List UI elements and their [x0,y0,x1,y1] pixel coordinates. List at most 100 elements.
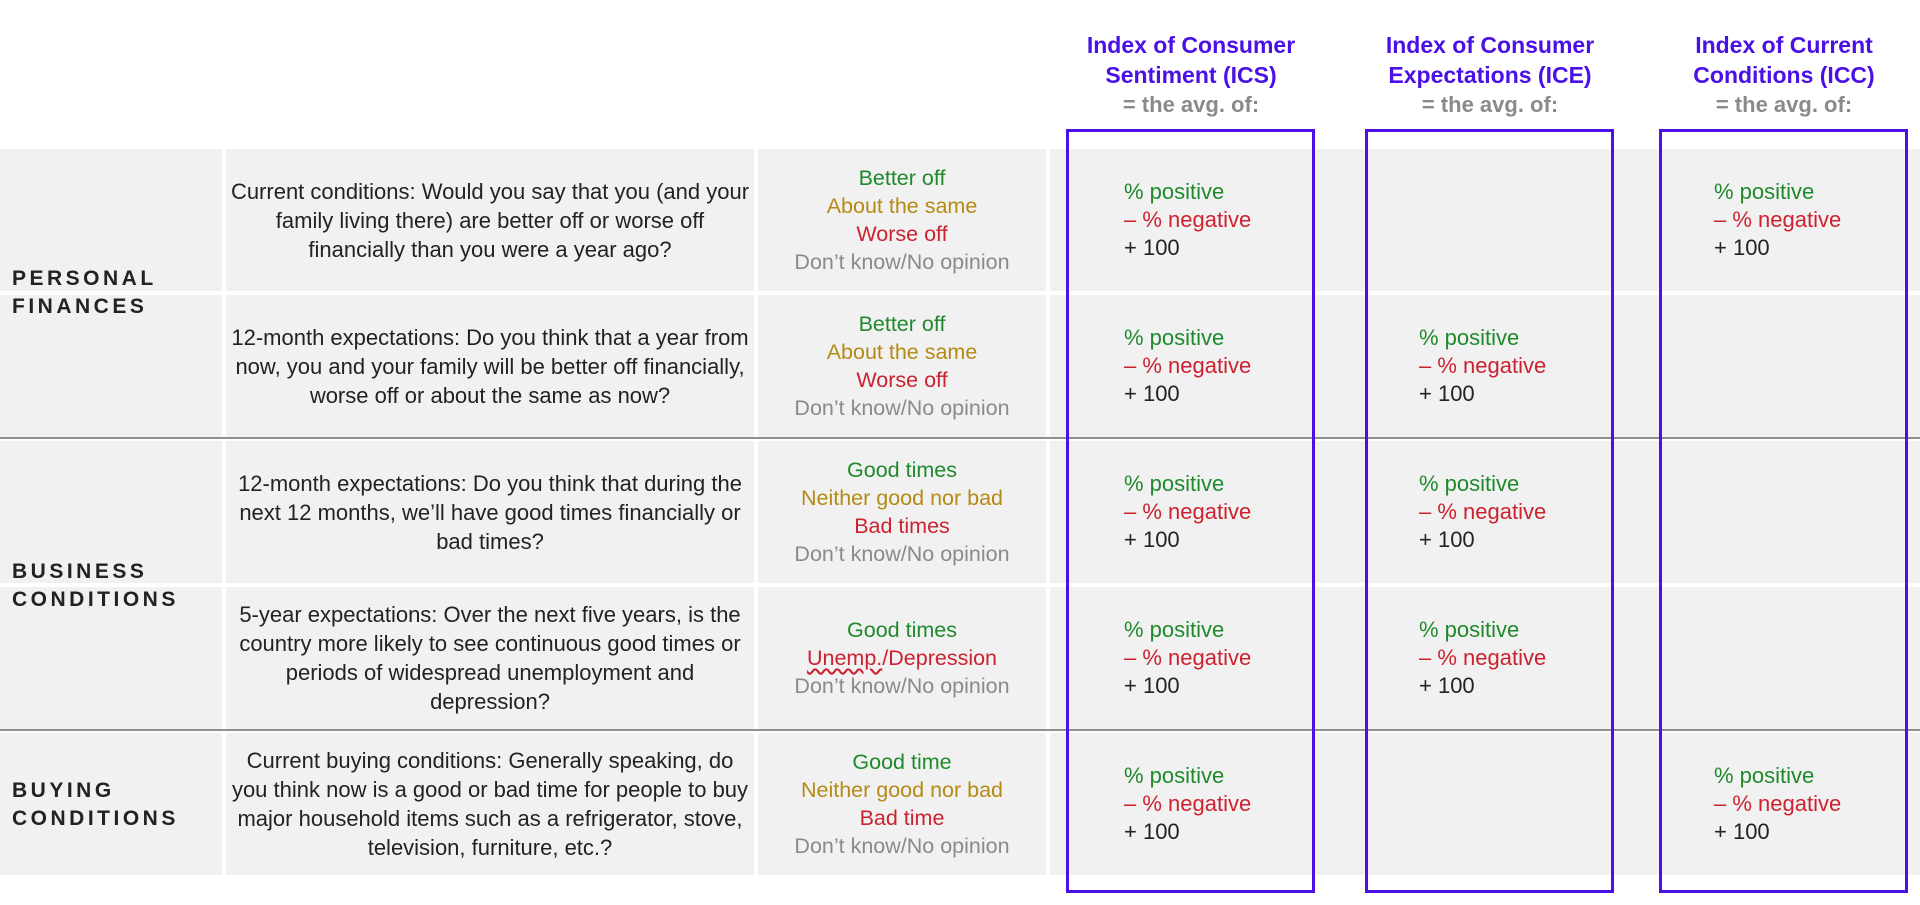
answer-negative: Bad times [854,514,950,538]
formula-negative: – % negative [1124,353,1252,378]
question-text: 5-year expectations: Over the next five … [239,602,741,714]
icc-formula: % positive – % negative + 100 [1714,733,1914,875]
answer-options: Good times Neither good nor bad Bad time… [762,441,1042,583]
answer-negative: Worse off [856,368,948,392]
formula-positive: % positive [1124,471,1225,496]
icc-outline-box [1659,129,1908,893]
formula-negative: – % negative [1714,791,1842,816]
formula-negative: – % negative [1419,645,1547,670]
ics-formula: % positive – % negative + 100 [1124,149,1324,291]
formula-plus: + 100 [1419,381,1475,406]
answer-options: Better off About the same Worse off Don’… [762,149,1042,291]
answer-dont-know: Don’t know/No opinion [794,250,1010,274]
header-ics-title-2: Sentiment (ICS) [1105,62,1277,88]
formula-positive: % positive [1419,325,1520,350]
section-divider [0,437,1920,439]
formula-negative: – % negative [1124,645,1252,670]
header-icc-title-2: Conditions (ICC) [1693,62,1875,88]
ice-formula: % positive – % negative + 100 [1419,441,1619,583]
ice-formula: % positive – % negative + 100 [1419,587,1619,729]
row-bg-1 [0,149,1920,291]
ice-outline-box [1365,129,1614,893]
formula-plus: + 100 [1714,819,1770,844]
header-ice-sub: = the avg. of: [1421,92,1559,117]
formula-negative: – % negative [1714,207,1842,232]
formula-plus: + 100 [1124,819,1180,844]
formula-plus: + 100 [1419,527,1475,552]
ice-formula: % positive – % negative + 100 [1419,295,1619,437]
row-bg-4 [0,587,1920,729]
formula-plus: + 100 [1124,381,1180,406]
row-bg-3 [0,441,1920,583]
section-divider [0,729,1920,731]
answer-positive: Better off [858,312,946,336]
answer-neutral: Neither good nor bad [800,778,1003,802]
answer-neutral: About the same [826,340,978,364]
column-separator [1046,149,1050,875]
header-ice: Index of Consumer Expectations (ICE) = t… [1360,30,1620,120]
question-text: 12-month expectations: Do you think that… [231,324,749,408]
answer-neutral: About the same [826,194,978,218]
header-ics-sub: = the avg. of: [1122,92,1260,117]
header-icc: Index of Current Conditions (ICC) = the … [1654,30,1914,120]
answer-positive: Good times [847,458,957,482]
ics-formula: % positive – % negative + 100 [1124,587,1324,729]
answer-neutral: Neither good nor bad [800,486,1003,510]
section-label: BUSINESS [12,560,148,583]
formula-plus: + 100 [1124,235,1180,260]
ics-formula: % positive – % negative + 100 [1124,733,1324,875]
section-personal-finances: PERSONAL FINANCES [12,265,157,321]
answer-dont-know: Don’t know/No opinion [794,834,1010,858]
header-ice-title-1: Index of Consumer [1385,32,1595,58]
answer-dont-know: Don’t know/No opinion [794,674,1010,698]
formula-plus: + 100 [1124,673,1180,698]
formula-positive: % positive [1124,179,1225,204]
answer-negative-part: /Depression [882,646,998,670]
answer-negative: Worse off [856,222,948,246]
header-icc-sub: = the avg. of: [1715,92,1853,117]
formula-positive: % positive [1124,325,1225,350]
ics-formula: % positive – % negative + 100 [1124,295,1324,437]
section-label: PERSONAL [12,267,157,290]
formula-positive: % positive [1124,617,1225,642]
answer-options: Better off About the same Worse off Don’… [762,295,1042,437]
answer-positive: Good times [847,618,957,642]
answer-dont-know: Don’t know/No opinion [794,396,1010,420]
answer-dont-know: Don’t know/No opinion [794,542,1010,566]
column-separator [222,149,226,875]
formula-negative: – % negative [1124,499,1252,524]
answer-negative-part: Unemp. [806,646,883,670]
formula-negative: – % negative [1419,499,1547,524]
section-label: CONDITIONS [12,588,179,611]
header-ics-title-1: Index of Consumer [1086,32,1296,58]
formula-negative: – % negative [1124,791,1252,816]
section-buying-conditions: BUYING CONDITIONS [12,777,179,833]
formula-negative: – % negative [1419,353,1547,378]
column-separator [754,149,758,875]
formula-positive: % positive [1714,179,1815,204]
answer-negative: Bad time [859,806,945,830]
answer-options: Good times Unemp./Depression Don’t know/… [762,587,1042,729]
ics-formula: % positive – % negative + 100 [1124,441,1324,583]
answer-options: Good time Neither good nor bad Bad time … [762,733,1042,875]
formula-plus: + 100 [1714,235,1770,260]
row-bg-5 [0,733,1920,875]
question-text: 12-month expectations: Do you think that… [238,470,742,554]
formula-positive: % positive [1419,617,1520,642]
header-icc-title-1: Index of Current [1695,32,1873,58]
header-ics: Index of Consumer Sentiment (ICS) = the … [1061,30,1321,120]
header-ice-title-2: Expectations (ICE) [1388,62,1592,88]
formula-positive: % positive [1124,763,1225,788]
formula-negative: – % negative [1124,207,1252,232]
ics-outline-box [1066,129,1315,893]
section-label: CONDITIONS [12,807,179,830]
question-text: Current conditions: Would you say that y… [230,178,750,262]
icc-formula: % positive – % negative + 100 [1714,149,1914,291]
section-business-conditions: BUSINESS CONDITIONS [12,558,179,614]
formula-plus: + 100 [1419,673,1475,698]
answer-positive: Better off [858,166,946,190]
row-bg-2 [0,295,1920,437]
answer-negative: Unemp./Depression [762,644,1042,672]
section-label: FINANCES [12,295,148,318]
section-label: BUYING [12,779,115,802]
